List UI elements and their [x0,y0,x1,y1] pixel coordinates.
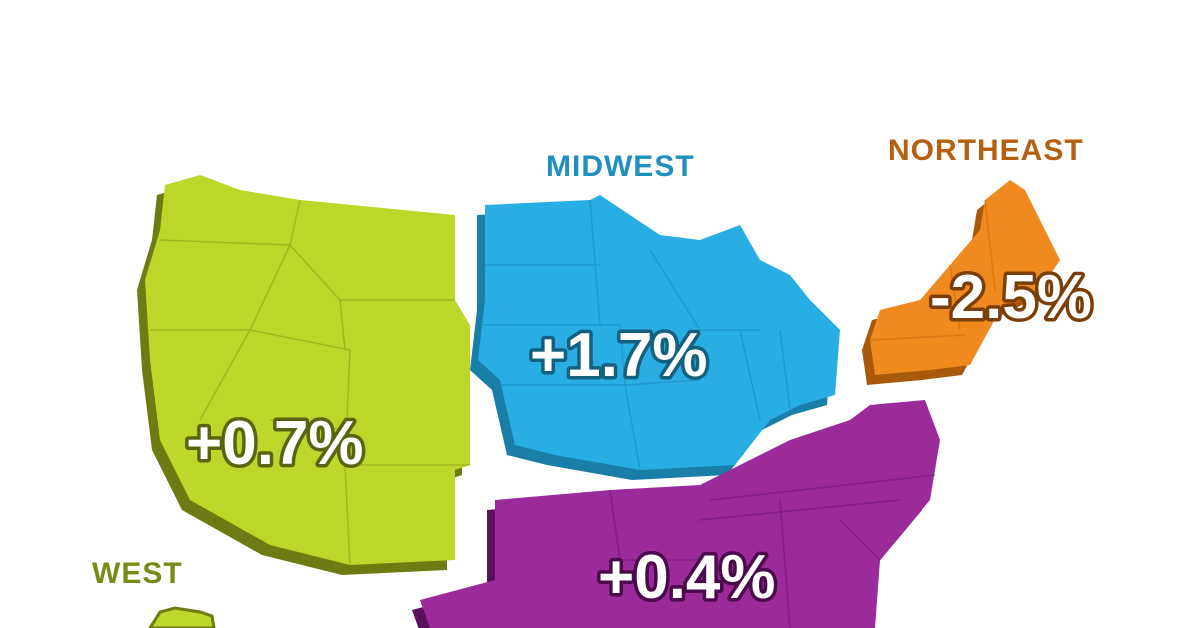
midwest-state-borders [480,199,791,471]
region-west [137,175,470,628]
west-change-value: +0.7% [186,409,364,478]
midwest-region-name: MIDWEST [546,150,695,183]
west-state-borders [150,199,470,566]
hawaii-shape [148,606,216,628]
northeast-shape [870,180,1060,375]
west-region-name: WEST [92,557,183,590]
south-change-value: +0.4% [598,543,776,612]
midwest-change-value: +1.7% [530,321,708,390]
northeast-region-name: NORTHEAST [888,134,1084,167]
region-northeast [862,180,1060,385]
south-state-borders [609,474,936,628]
south-shape [420,400,940,628]
west-shape [145,175,470,565]
northeast-state-borders [869,199,996,341]
region-midwest [470,195,840,480]
northeast-change-value: -2.5% [930,263,1092,332]
region-south [412,400,940,628]
midwest-shape [478,195,840,470]
